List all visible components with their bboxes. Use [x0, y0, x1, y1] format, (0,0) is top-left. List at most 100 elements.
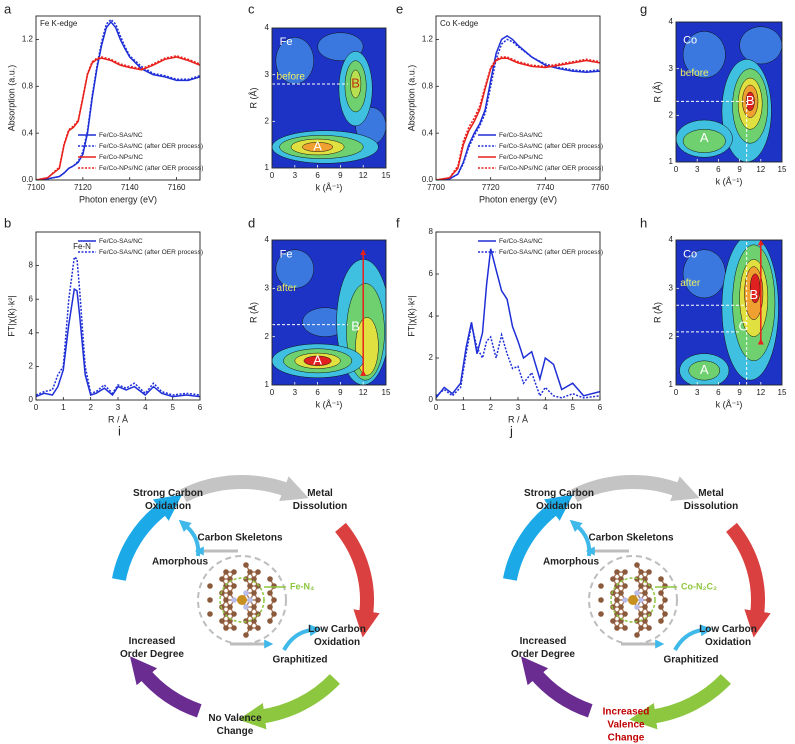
atom [642, 618, 648, 624]
atom [614, 569, 620, 575]
atom [646, 569, 652, 575]
cycle-arrow [629, 674, 731, 730]
atom [247, 583, 253, 589]
x-tick-label: 0 [34, 403, 39, 412]
atom [634, 562, 640, 568]
atom [251, 590, 257, 596]
atom [634, 632, 640, 638]
x-tick-label: 0 [674, 165, 679, 174]
x-tick-label: 9 [338, 171, 343, 180]
y-axis-label: FT|χ(k)·k²| [406, 295, 416, 336]
contour-region [275, 249, 315, 289]
contour-region [688, 360, 721, 381]
x-tick-label: 2 [488, 403, 493, 412]
x-axis-label: k (Å⁻¹) [716, 399, 743, 409]
wavelet-map [272, 28, 386, 168]
atom [610, 590, 616, 596]
atom [243, 604, 249, 610]
legend-label: Fe/Co-NPs/NC (after OER process) [499, 165, 603, 172]
atom [662, 611, 668, 617]
panel-label: b [4, 215, 11, 230]
atom [642, 576, 648, 582]
atom [614, 597, 620, 603]
x-tick-label: 0 [270, 171, 275, 180]
atom [658, 604, 664, 610]
y-tick-label: 1 [265, 163, 270, 172]
atom [646, 625, 652, 631]
atom [251, 576, 257, 582]
metal-atom [628, 595, 638, 605]
transition-arrow [178, 519, 201, 557]
series-line [36, 56, 200, 180]
stage-text: Valence [607, 720, 645, 731]
stage-text: Low Carbon [699, 624, 757, 635]
cycle-arrow [571, 475, 700, 503]
y-tick-label: 8 [429, 227, 434, 236]
panel-label: h [640, 215, 647, 230]
stage-label: after [277, 283, 298, 294]
cycle-arrow [726, 522, 771, 638]
stage-text: Oxidation [536, 501, 582, 512]
y-axis-label: Absorption (a.u.) [406, 65, 416, 132]
peak-label: B [351, 75, 360, 90]
element-label: Fe [280, 36, 293, 48]
site-label: Fe-N₄ [290, 581, 314, 591]
x-axis-label: k (Å⁻¹) [316, 399, 343, 409]
peak-label: B [746, 93, 755, 108]
atom [247, 597, 253, 603]
atom [642, 590, 648, 596]
x-tick-label: 0 [270, 388, 275, 397]
atom [255, 569, 261, 575]
stage-text: Low Carbon [308, 624, 366, 635]
atom [614, 625, 620, 631]
y-tick-label: 4 [669, 17, 674, 26]
stage-text: Increased [129, 636, 176, 647]
panel-label: g [640, 1, 647, 16]
atom [638, 625, 644, 631]
y-axis-label: R (Å) [652, 82, 662, 103]
series-line [36, 287, 200, 398]
stage-text: Carbon Skeletons [197, 533, 282, 544]
plot-frame [35, 231, 201, 401]
y-tick-label: 0 [29, 395, 34, 404]
plot-frame [675, 21, 783, 163]
atom [622, 625, 628, 631]
atom [243, 632, 249, 638]
atom [223, 597, 229, 603]
y-tick-label: 4 [29, 328, 34, 337]
site-label: Co-N₂C₂ [681, 581, 717, 591]
legend-label: Fe/Co-SAs/NC (after OER process) [499, 143, 603, 150]
y-tick-label: 8 [29, 261, 34, 270]
panel-label: i [118, 423, 121, 438]
atom [622, 583, 628, 589]
x-tick-label: 1 [461, 403, 466, 412]
y-tick-label: 1 [669, 157, 674, 166]
atom [207, 583, 213, 589]
stage-text: Oxidation [314, 637, 360, 648]
y-tick-label: 2 [669, 332, 674, 341]
y-axis-label: FT|χ(k)·k²| [6, 295, 16, 336]
peak-label: C [738, 318, 747, 333]
annotation: Co K-edge [440, 19, 479, 28]
atom [251, 604, 257, 610]
stage-text: Increased [520, 636, 567, 647]
legend-label: Fe/Co-NPs/NC [99, 154, 143, 161]
y-tick-label: 4 [265, 23, 270, 32]
y-axis-label: Absorption (a.u.) [6, 65, 16, 132]
atom [219, 618, 225, 624]
atom [231, 611, 237, 617]
y-tick-label: 0.8 [422, 81, 434, 90]
atom [243, 590, 249, 596]
x-tick-label: 5 [170, 403, 175, 412]
x-tick-label: 3 [293, 388, 298, 397]
y-tick-label: 3 [265, 283, 270, 292]
x-tick-label: 6 [198, 403, 203, 412]
stage-text: Increased [603, 707, 650, 718]
x-tick-label: 7120 [74, 183, 92, 192]
atom [622, 611, 628, 617]
y-tick-label: 2 [429, 353, 434, 362]
x-tick-label: 0 [434, 403, 439, 412]
panel-label: f [396, 215, 400, 230]
x-axis-label: Photon energy (eV) [79, 194, 157, 204]
atom [598, 597, 604, 603]
